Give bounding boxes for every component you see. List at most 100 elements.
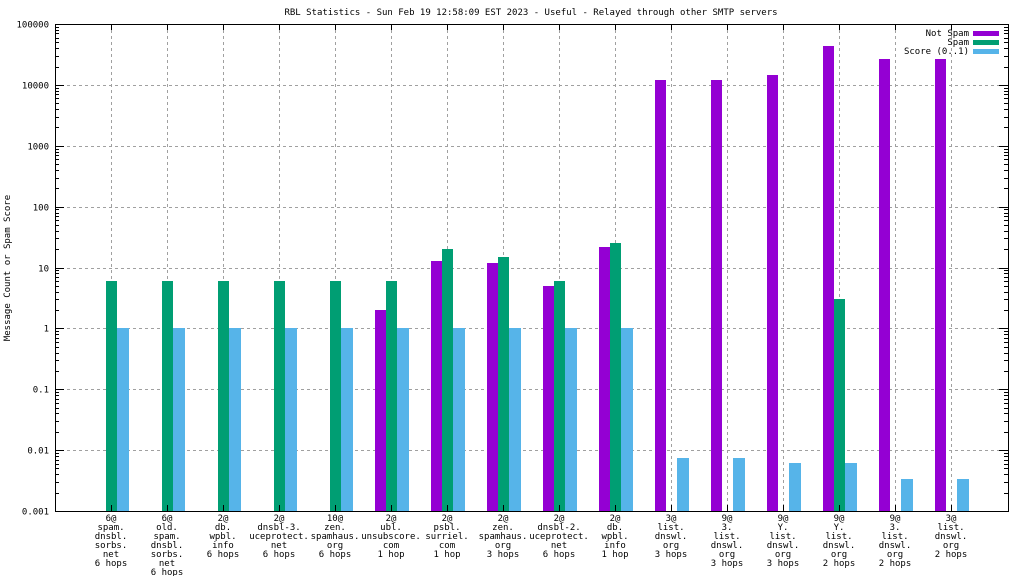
legend-swatch	[973, 31, 999, 36]
x-tick-label-line: dnswl.	[767, 541, 800, 551]
bar-spam	[386, 281, 397, 511]
x-tick-label-line: spamhaus.	[479, 532, 528, 542]
x-tick-label: 10@ zen. spamhaus. org 6 hops	[311, 514, 360, 560]
x-tick-label-line: org	[831, 550, 847, 560]
bar-score-0-1	[845, 463, 857, 511]
x-tick-label: 3@ list. dnswl. org 3 hops	[655, 514, 688, 560]
x-tick-label-line: sorbs.	[151, 550, 184, 560]
x-tick-label-line: dnswl.	[879, 541, 912, 551]
bar-not-spam	[375, 310, 386, 511]
grid-lines	[55, 24, 1008, 511]
x-tick-label-line: info	[212, 541, 234, 551]
legend-label: Score (0..1)	[904, 47, 969, 57]
x-tick-label: 9@ 3. list. dnswl. org 2 hops	[879, 514, 912, 569]
x-tick-label-line: 3@	[946, 514, 957, 524]
x-tick-label-line: 6 hops	[95, 559, 128, 569]
x-tick-label-line: 3.	[890, 523, 901, 533]
x-tick-label-line: zen.	[324, 523, 346, 533]
x-tick-label-line: 2@	[274, 514, 285, 524]
x-tick-label-line: dnsbl.	[151, 541, 184, 551]
x-tick-label-line: dnsbl-3.	[257, 523, 300, 533]
x-tick-label-line: 9@	[834, 514, 845, 524]
x-tick-label-line: net	[103, 550, 119, 560]
x-tick-label-line: 6@	[106, 514, 117, 524]
x-tick-label-line: 2@	[218, 514, 229, 524]
x-tick-label: 6@ old. spam. dnsbl. sorbs. net 6 hops	[151, 514, 184, 576]
axes	[55, 24, 1009, 512]
x-tick-label: 2@ psbl. surriel. com 1 hop	[425, 514, 468, 560]
x-tick-label-line: org	[775, 550, 791, 560]
x-tick-label: 2@ dnsbl-3. uceprotect. net 6 hops	[249, 514, 309, 560]
x-tick-label: 3@ list. dnswl. org 2 hops	[935, 514, 968, 560]
x-tick-label-line: spam.	[97, 523, 124, 533]
y-tick-label: 1000	[27, 143, 49, 153]
y-tick-label: 100000	[16, 21, 49, 31]
x-tick-label-line: org	[719, 550, 735, 560]
x-tick-label-line: com	[439, 541, 455, 551]
bar-spam	[274, 281, 285, 511]
bar-not-spam	[543, 286, 554, 511]
bar-spam	[834, 299, 845, 511]
bar-score-0-1	[733, 458, 745, 511]
x-tick-label-line: 6@	[162, 514, 173, 524]
bar-score-0-1	[621, 328, 633, 511]
chart-title: RBL Statistics - Sun Feb 19 12:58:09 EST…	[284, 8, 777, 18]
x-tick-label-line: wpbl.	[209, 532, 236, 542]
x-tick-label-line: 6 hops	[319, 550, 352, 560]
bar-not-spam	[879, 59, 890, 511]
y-tick-label: 0.001	[22, 508, 49, 518]
bar-score-0-1	[789, 463, 801, 511]
bar-not-spam	[767, 75, 778, 511]
bar-spam	[610, 243, 621, 511]
x-tick-label: 6@ spam. dnsbl. sorbs. net 6 hops	[95, 514, 128, 569]
x-tick-label-line: net	[271, 541, 287, 551]
x-tick-label-line: net	[159, 559, 175, 569]
x-tick-label-line: wpbl.	[601, 532, 628, 542]
bar-score-0-1	[341, 328, 353, 511]
bar-spam	[498, 257, 509, 511]
legend-label: Not Spam	[926, 29, 969, 39]
bar-score-0-1	[565, 328, 577, 511]
bar-not-spam	[599, 247, 610, 511]
bar-spam	[162, 281, 173, 511]
bar-score-0-1	[173, 328, 185, 511]
bar-score-0-1	[901, 479, 913, 511]
bar-spam	[106, 281, 117, 511]
x-tick-label: 9@ Y. list. dnswl. org 2 hops	[823, 514, 856, 569]
bar-not-spam	[487, 263, 498, 511]
bar-score-0-1	[397, 328, 409, 511]
x-tick-label-line: 1 hop	[601, 550, 628, 560]
x-tick-label-line: 3 hops	[487, 550, 520, 560]
x-tick-label-line: list.	[713, 532, 740, 542]
x-tick-label-line: info	[604, 541, 626, 551]
x-tick-label-line: 2@	[498, 514, 509, 524]
x-tick-label-line: Y.	[834, 523, 845, 533]
x-tick-label-line: 9@	[778, 514, 789, 524]
x-tick-label-line: 2@	[610, 514, 621, 524]
bar-not-spam	[655, 80, 666, 511]
bar-score-0-1	[229, 328, 241, 511]
x-tick-label-line: 10@	[327, 514, 344, 524]
bar-score-0-1	[957, 479, 969, 511]
y-tick-label: 0.01	[27, 447, 49, 457]
bar-not-spam	[711, 80, 722, 511]
x-tick-label-line: 2@	[442, 514, 453, 524]
y-tick-label: 100	[33, 204, 49, 214]
x-tick-label-line: 1 hop	[433, 550, 460, 560]
plot-border	[55, 24, 1009, 512]
x-tick-label-line: ubl.	[380, 523, 402, 533]
x-tick-label-line: list.	[657, 523, 684, 533]
x-tick-label-line: net	[551, 541, 567, 551]
x-tick-label-line: 9@	[722, 514, 733, 524]
x-tick-label-line: dnswl.	[935, 532, 968, 542]
x-tick-label-line: 3@	[666, 514, 677, 524]
x-tick-label: 2@ db. wpbl. info 1 hop	[601, 514, 628, 560]
x-tick-label-line: zen.	[492, 523, 514, 533]
y-tick-labels: 0.001 0.01 0.1 1 10 100 1000 10000 100000	[16, 21, 49, 518]
x-tick-label-line: list.	[881, 532, 908, 542]
x-tick-label: 9@ 3. list. dnswl. org 3 hops	[711, 514, 744, 569]
x-tick-label-line: 2@	[386, 514, 397, 524]
